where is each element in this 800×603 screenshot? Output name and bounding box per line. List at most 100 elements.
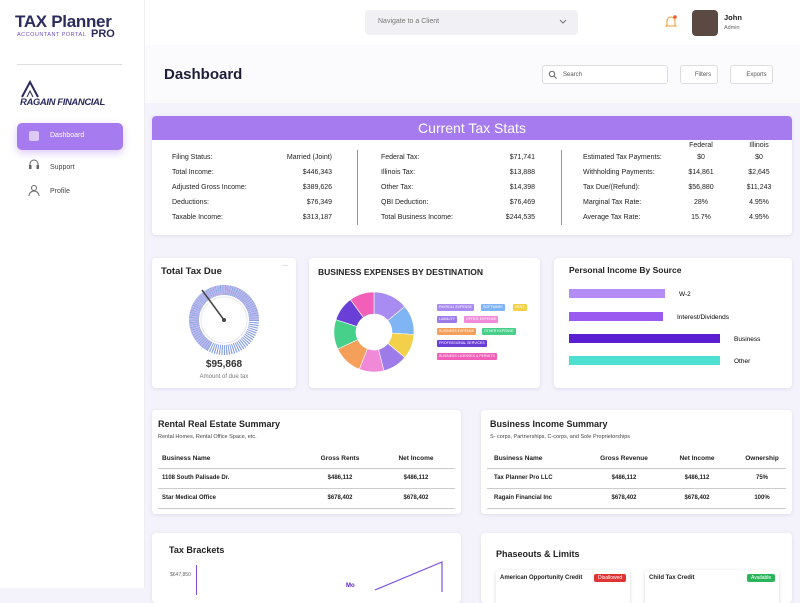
legend-tag: OTHER EXPENSE xyxy=(482,328,516,335)
card-title: Tax Brackets xyxy=(169,545,225,555)
logo-subtitle: ACCOUNTANT PORTAL xyxy=(17,32,87,38)
table-cell: 1108 South Palisade Dr. xyxy=(162,475,230,481)
column-header: Business Name xyxy=(494,455,543,462)
row-line xyxy=(158,488,455,489)
card-title: Phaseouts & Limits xyxy=(496,549,580,559)
card-title: Rental Real Estate Summary xyxy=(158,419,281,429)
caption: Amount of due tax xyxy=(199,374,249,380)
card-subtitle: S- corps, Partnerships, C-corps, and Sol… xyxy=(490,434,631,440)
stat-label: Filing Status: xyxy=(172,154,213,161)
nav-item[interactable]: Support xyxy=(50,164,75,171)
table-cell: $678,402 xyxy=(611,495,637,501)
bar xyxy=(569,334,720,343)
phaseout-name: Child Tax Credit xyxy=(649,575,695,581)
stat-value: $244,535 xyxy=(505,214,535,221)
stat-value: $0 xyxy=(697,154,705,161)
axis-label: $647,850 xyxy=(170,572,191,578)
sidebar xyxy=(0,0,145,588)
avatar[interactable] xyxy=(692,10,718,36)
table-cell: $678,402 xyxy=(403,495,429,501)
stat-value: $313,187 xyxy=(302,214,332,221)
stat-value: Married (Joint) xyxy=(286,154,332,161)
stat-value: 15.7% xyxy=(691,214,711,221)
stat-value: $2,645 xyxy=(748,169,770,176)
phaseouts-card: Phaseouts & Limits American Opportunity … xyxy=(481,533,792,603)
stat-value: $446,343 xyxy=(302,169,332,176)
client-select[interactable]: Navigate to a Client xyxy=(365,10,578,35)
stat-value: $14,861 xyxy=(688,169,714,176)
brackets-card: Tax Brackets $647,850 Mo xyxy=(152,533,461,603)
donut-chart xyxy=(333,291,415,373)
row-line xyxy=(487,468,786,469)
search-box[interactable]: Search xyxy=(542,65,668,84)
stat-value: $76,469 xyxy=(509,199,535,206)
row-line xyxy=(158,468,455,469)
card-title: BUSINESS EXPENSES BY DESTINATION xyxy=(318,267,483,277)
bar-chart: W-2 Interest/Dividends Business Other xyxy=(569,289,761,365)
stat-label: Estimated Tax Payments: xyxy=(583,154,662,161)
profile-icon xyxy=(28,185,40,196)
table-cell: Ragain Financial Inc xyxy=(494,495,553,501)
stat-value: 4.95% xyxy=(749,199,769,206)
legend-tag: SOFTWARE xyxy=(481,304,505,311)
stat-label: Total Business Income: xyxy=(381,214,453,221)
filters-button[interactable]: Filters xyxy=(680,65,718,84)
stat-label: Withholding Payments: xyxy=(583,169,655,176)
card-title: Current Tax Stats xyxy=(152,116,792,140)
donut-slice xyxy=(350,291,375,318)
column-header: Federal xyxy=(689,142,713,149)
legend-tag: BUSINESS LICENSES & PERMITS xyxy=(437,353,497,360)
table-cell: $678,402 xyxy=(327,495,353,501)
business-card: Business Income Summary S- corps, Partne… xyxy=(481,410,792,514)
bracket-line xyxy=(374,561,443,592)
logo-title[interactable]: TAX Planner xyxy=(15,12,112,31)
table-cell: $678,402 xyxy=(684,495,710,501)
stat-value: $76,349 xyxy=(306,199,332,206)
chevron xyxy=(559,19,567,24)
stat-label: Marginal Tax Rate: xyxy=(583,199,642,206)
bell-icon[interactable] xyxy=(664,14,678,30)
card-title: Personal Income By Source xyxy=(569,265,682,275)
legend-tag: OFFICE EXPENSE xyxy=(464,316,499,323)
row-line xyxy=(158,508,455,509)
stat-value: $13,888 xyxy=(509,169,535,176)
column-header: Gross Rents xyxy=(320,455,360,462)
nav-item[interactable]: Dashboard xyxy=(50,132,85,139)
nav-item[interactable]: Profile xyxy=(50,188,70,195)
stat-label: Taxable Income: xyxy=(172,214,223,221)
stat-value: $389,626 xyxy=(302,184,332,191)
exports-button[interactable]: Exports xyxy=(730,65,773,84)
card-title: Total Tax Due xyxy=(161,266,222,277)
total-tax-card: Total Tax Due ... $95,868 Amount of due … xyxy=(152,258,296,388)
table-cell: 75% xyxy=(755,475,768,481)
user-role: Admin xyxy=(724,25,740,31)
gauge xyxy=(189,285,259,355)
menu[interactable]: ... xyxy=(282,261,288,268)
bar-label: Other xyxy=(734,358,751,365)
bar xyxy=(569,356,720,365)
divider xyxy=(357,150,358,225)
bar xyxy=(569,312,663,321)
stat-value: $56,880 xyxy=(688,184,714,191)
column-header: Business Name xyxy=(162,455,211,462)
row-line xyxy=(487,508,786,509)
stat-value: $0 xyxy=(755,154,763,161)
page-title: Dashboard xyxy=(164,66,243,83)
stat-value: $14,398 xyxy=(509,184,535,191)
legend-tag: BUSINESS EXPENSE xyxy=(437,328,477,335)
stat-value: 4.95% xyxy=(749,214,769,221)
brand-name: RAGAIN FINANCIAL xyxy=(20,97,105,108)
search-icon xyxy=(548,70,557,79)
phaseout-name: American Opportunity Credit xyxy=(500,575,583,581)
column-header: Net Income xyxy=(398,455,434,462)
stat-value: 28% xyxy=(693,199,708,206)
column-header: Net Income xyxy=(679,455,715,462)
rental-card: Rental Real Estate Summary Rental Homes,… xyxy=(152,410,461,514)
stat-label: Tax Due/(Refund): xyxy=(583,184,640,191)
tax-stats-card: Current Tax Stats Filing Status: Married … xyxy=(152,116,792,235)
status-badge: Available xyxy=(747,574,776,582)
stat-label: Other Tax: xyxy=(381,184,414,191)
status-badge: Disallowed xyxy=(594,574,627,582)
user-name[interactable]: John xyxy=(724,13,742,22)
